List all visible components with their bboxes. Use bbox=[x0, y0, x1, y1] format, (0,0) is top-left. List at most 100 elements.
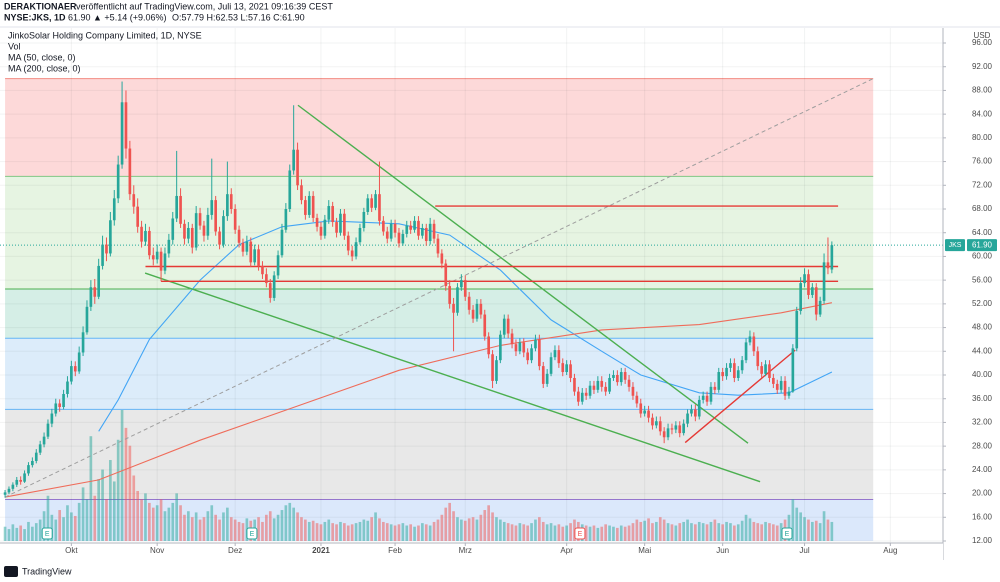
candle-body bbox=[210, 200, 214, 215]
volume-bar bbox=[358, 521, 362, 541]
candle-body bbox=[733, 363, 736, 378]
volume-bar bbox=[218, 519, 221, 541]
currency: USD bbox=[974, 31, 991, 40]
volume-bar bbox=[38, 519, 42, 541]
candle-body bbox=[697, 399, 701, 417]
volume-bar bbox=[34, 523, 38, 541]
candle-body bbox=[304, 200, 307, 215]
volume-bar bbox=[740, 520, 744, 541]
volume-bar bbox=[343, 523, 346, 541]
time-axis-bg bbox=[0, 543, 943, 560]
candle-body bbox=[120, 102, 124, 165]
candle-body bbox=[335, 222, 338, 233]
candle-body bbox=[807, 274, 810, 295]
volume-bar bbox=[421, 523, 424, 541]
volume-bar bbox=[50, 514, 54, 541]
candle-body bbox=[635, 395, 639, 404]
x-tick-label: Jun bbox=[716, 546, 729, 555]
x-tick-label: Aug bbox=[883, 546, 897, 555]
volume-bar bbox=[811, 521, 814, 541]
volume-bar bbox=[623, 526, 627, 541]
volume-bar bbox=[339, 521, 342, 541]
volume-bar bbox=[631, 523, 635, 541]
candle-body bbox=[222, 216, 225, 245]
candle-body bbox=[370, 198, 373, 208]
volume-bar bbox=[463, 520, 467, 541]
y-tick-label: 56.00 bbox=[972, 275, 993, 284]
volume-bar bbox=[795, 507, 799, 541]
volume-bar bbox=[304, 519, 307, 541]
candle-body bbox=[596, 380, 600, 390]
candle-body bbox=[557, 350, 561, 364]
volume-bar bbox=[327, 519, 331, 541]
volume-bar bbox=[206, 511, 210, 541]
candle-body bbox=[526, 352, 529, 361]
volume-bar bbox=[651, 523, 654, 541]
candle-layer bbox=[3, 81, 834, 498]
candle-body bbox=[518, 342, 522, 352]
y-tick-label: 12.00 bbox=[972, 536, 993, 545]
candle-body bbox=[604, 386, 607, 392]
candle-body bbox=[397, 232, 401, 244]
volume-bar bbox=[436, 519, 440, 541]
candle-body bbox=[159, 251, 163, 271]
volume-bar bbox=[604, 524, 607, 541]
candle-body bbox=[257, 249, 260, 266]
candle-body bbox=[331, 206, 334, 223]
candle-body bbox=[268, 283, 272, 298]
candle-body bbox=[245, 241, 249, 252]
candle-body bbox=[198, 213, 202, 226]
candle-body bbox=[795, 310, 799, 349]
price-tag: 61.90 bbox=[972, 240, 993, 249]
volume-bar bbox=[202, 517, 206, 541]
volume-bar bbox=[530, 523, 533, 541]
volume-bar bbox=[112, 481, 116, 541]
volume-bar bbox=[374, 512, 377, 541]
volume-bar bbox=[268, 511, 272, 541]
candle-body bbox=[553, 350, 557, 358]
candle-body bbox=[101, 244, 104, 266]
volume-bar bbox=[694, 524, 697, 541]
candle-body bbox=[600, 380, 604, 387]
y-tick-label: 52.00 bbox=[972, 299, 993, 308]
candle-body bbox=[112, 198, 116, 221]
candle-body bbox=[27, 465, 30, 474]
candle-body bbox=[799, 283, 802, 311]
candle-body bbox=[818, 300, 822, 315]
volume-bar bbox=[662, 519, 666, 541]
candle-body bbox=[179, 195, 182, 224]
volume-bar bbox=[467, 518, 471, 541]
candle-body bbox=[11, 484, 15, 489]
axis-layer: 96.00 92.00 88.00 84.00 80.00 76.00 72.00 68.00… bbox=[0, 28, 1000, 560]
candle-body bbox=[327, 206, 331, 220]
volume-bar bbox=[3, 526, 7, 541]
volume-bar bbox=[140, 499, 143, 541]
y-tick-label: 24.00 bbox=[972, 465, 993, 474]
volume-bar bbox=[725, 521, 728, 541]
candle-body bbox=[253, 249, 256, 263]
candle-body bbox=[506, 318, 510, 334]
volume-bar bbox=[331, 523, 334, 541]
volume-bar bbox=[354, 523, 358, 541]
volume-bar bbox=[452, 511, 455, 541]
volume-bar bbox=[66, 505, 69, 541]
x-tick-label: Apr bbox=[560, 546, 573, 555]
candle-body bbox=[561, 363, 565, 373]
candle-body bbox=[530, 348, 533, 361]
volume-bar bbox=[584, 525, 588, 541]
volume-bar bbox=[159, 499, 163, 541]
candle-body bbox=[300, 185, 303, 201]
legend-volume: Vol bbox=[8, 41, 21, 51]
candle-body bbox=[202, 225, 206, 236]
candle-body bbox=[565, 364, 568, 373]
candle-body bbox=[148, 230, 151, 256]
earnings-label: E bbox=[578, 531, 583, 538]
candle-body bbox=[682, 423, 685, 434]
candle-body bbox=[378, 194, 381, 221]
candle-body bbox=[296, 149, 299, 186]
candle-body bbox=[826, 262, 830, 269]
volume-bar bbox=[62, 517, 65, 541]
volume-bar bbox=[187, 511, 190, 541]
y-tick-label: 16.00 bbox=[972, 512, 993, 521]
candle-body bbox=[382, 220, 385, 232]
